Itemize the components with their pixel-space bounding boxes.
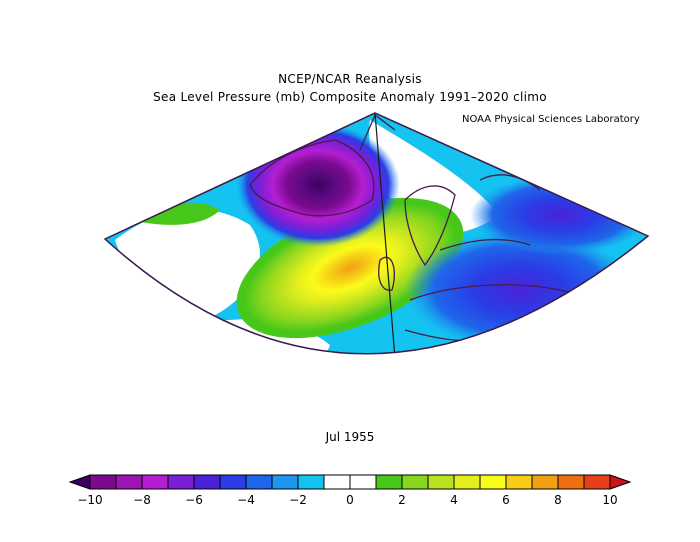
colorbar-tick-label: 0 — [346, 493, 354, 507]
colorbar-cell — [297, 474, 325, 490]
colorbar-cell — [167, 474, 195, 490]
colorbar-cell — [271, 474, 299, 490]
colorbar-tick-label: 8 — [554, 493, 562, 507]
credit-label: NOAA Physical Sciences Laboratory — [462, 114, 640, 125]
colorbar-min-arrow — [68, 474, 91, 490]
colorbar-tick-label: −2 — [289, 493, 307, 507]
meridian-line — [374, 113, 401, 354]
colorbar-cell — [479, 474, 507, 490]
colorbar-cell — [557, 474, 585, 490]
colorbar-cell — [323, 474, 351, 490]
high-core — [244, 204, 456, 332]
period-label: Jul 1955 — [325, 430, 375, 444]
colorbar-cell — [141, 474, 169, 490]
colorbar-max-arrow — [609, 474, 632, 490]
colorbar-tick-label: 4 — [450, 493, 458, 507]
colorbar-cell — [115, 474, 143, 490]
colorbar-cell — [401, 474, 429, 490]
colorbar-tick-label: 2 — [398, 493, 406, 507]
colorbar-tick-label: −8 — [133, 493, 151, 507]
map-frame — [103, 112, 650, 355]
colorbar-cell — [505, 474, 533, 490]
neutral-region-west — [115, 209, 260, 320]
title-line-1: NCEP/NCAR Reanalysis — [278, 72, 422, 86]
colorbar-cell — [375, 474, 403, 490]
colorbar-tick-label: −10 — [77, 493, 102, 507]
colorbar-cell — [453, 474, 481, 490]
colorbar-cell — [245, 474, 273, 490]
colorbar-cell — [349, 474, 377, 490]
colorbar-cell — [89, 474, 117, 490]
colorbar-cell — [531, 474, 559, 490]
colorbar-cell — [583, 474, 611, 490]
colorbar-cell — [219, 474, 247, 490]
colorbar-tick-label: −6 — [185, 493, 203, 507]
colorbar-tick-label: −4 — [237, 493, 255, 507]
positive-patch-west — [140, 202, 220, 225]
title-line-2: Sea Level Pressure (mb) Composite Anomal… — [153, 90, 547, 104]
colorbar-tick-label: 10 — [602, 493, 617, 507]
colorbar-cell — [427, 474, 455, 490]
colorbar-tick-label: 6 — [502, 493, 510, 507]
colorbar-cell — [193, 474, 221, 490]
